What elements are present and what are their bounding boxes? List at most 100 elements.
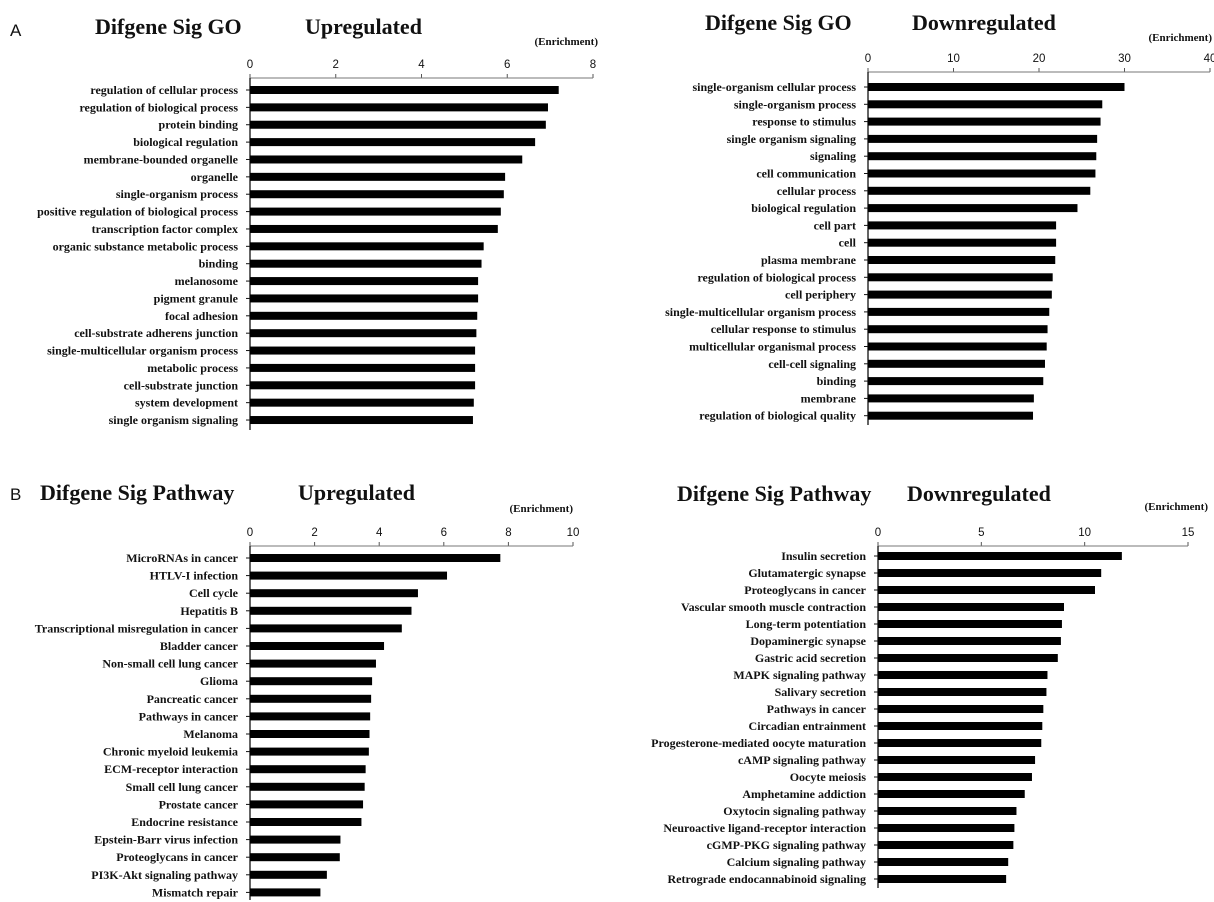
x-tick-label: 0 — [865, 53, 871, 65]
bar — [868, 377, 1044, 386]
bar — [868, 204, 1078, 213]
category-label: single-multicellular organism process — [665, 305, 856, 319]
category-label: single-multicellular organism process — [47, 344, 238, 358]
bar — [868, 169, 1096, 178]
chart-title: Difgene Sig Pathway — [677, 481, 871, 506]
x-tick-label: 10 — [947, 53, 960, 65]
category-label: cell-substrate adherens junction — [74, 326, 238, 340]
category-label: Long-term potentiation — [746, 617, 867, 631]
category-label: single organism signaling — [109, 413, 238, 427]
category-label: transcription factor complex — [92, 222, 238, 236]
category-label: cell-substrate junction — [124, 378, 239, 392]
category-label: Glioma — [200, 674, 238, 688]
bar — [868, 186, 1091, 195]
category-label: binding — [199, 257, 238, 271]
chart-subtitle: Downregulated — [907, 481, 1051, 506]
bar — [250, 172, 506, 181]
x-tick-label: 30 — [1118, 53, 1131, 65]
bar — [878, 858, 1009, 866]
category-label: Mismatch repair — [152, 885, 239, 899]
category-label: Endocrine resistance — [131, 815, 238, 829]
category-label: biological regulation — [751, 201, 856, 215]
category-label: membrane-bounded organelle — [84, 152, 239, 166]
category-label: protein binding — [159, 118, 238, 132]
bar — [250, 589, 418, 598]
x-tick-label: 0 — [247, 59, 253, 71]
category-label: single-organism process — [734, 97, 856, 111]
bar — [878, 671, 1048, 679]
bar — [868, 342, 1047, 351]
category-label: regulation of biological quality — [699, 409, 856, 423]
bar — [250, 311, 478, 320]
category-label: cellular process — [777, 184, 857, 198]
bar — [250, 103, 548, 112]
bar — [868, 273, 1053, 282]
category-label: single-organism process — [116, 187, 238, 201]
category-label: cGMP-PKG signaling pathway — [707, 838, 866, 852]
category-label: focal adhesion — [165, 309, 238, 323]
bar — [250, 381, 476, 390]
x-tick-label: 20 — [1033, 53, 1046, 65]
category-label: Dopaminergic synapse — [750, 634, 866, 648]
bar — [250, 853, 340, 862]
category-label: cell part — [814, 218, 856, 232]
category-label: Pancreatic cancer — [147, 692, 239, 706]
bar — [250, 86, 559, 94]
bar — [250, 659, 376, 668]
category-label: response to stimulus — [752, 115, 856, 129]
category-label: Oocyte meiosis — [790, 770, 867, 784]
x-tick-label: 8 — [505, 527, 511, 539]
category-label: Transcriptional misregulation in cancer — [35, 621, 239, 635]
category-label: Cell cycle — [189, 586, 239, 600]
category-label: plasma membrane — [761, 253, 857, 267]
bar — [250, 765, 366, 774]
bar — [868, 307, 1050, 316]
category-label: Neuroactive ligand-receptor interaction — [663, 821, 866, 835]
x-tick-label: 4 — [376, 527, 383, 539]
bar — [868, 152, 1097, 161]
bar — [878, 875, 1007, 883]
bar — [868, 117, 1101, 126]
bar — [250, 747, 369, 756]
bar — [250, 730, 370, 738]
x-tick-label: 40 — [1204, 53, 1214, 65]
bar — [250, 207, 501, 216]
bar — [878, 552, 1122, 560]
category-label: organelle — [191, 170, 239, 184]
bar — [868, 394, 1034, 403]
bar — [250, 835, 341, 844]
category-label: biological regulation — [133, 135, 238, 149]
bar — [878, 705, 1044, 713]
category-label: Oxytocin signaling pathway — [723, 804, 866, 818]
category-label: Salivary secretion — [775, 685, 867, 699]
x-axis-label: (Enrichment) — [1144, 501, 1208, 513]
category-label: MicroRNAs in cancer — [126, 551, 238, 565]
chart-title: Difgene Sig GO — [95, 14, 242, 39]
bar — [250, 190, 504, 199]
category-label: cell periphery — [785, 288, 856, 302]
bar — [878, 739, 1042, 747]
category-label: Pathways in cancer — [139, 709, 239, 723]
bar — [878, 654, 1058, 662]
panel-label-a: A — [10, 21, 22, 40]
x-tick-label: 2 — [311, 527, 317, 539]
bar — [250, 224, 498, 233]
bar — [250, 259, 482, 268]
bar — [878, 620, 1062, 628]
category-label: Hepatitis B — [180, 604, 238, 618]
chart-subtitle: Upregulated — [305, 14, 422, 39]
bar — [868, 221, 1057, 230]
category-label: Chronic myeloid leukemia — [103, 745, 238, 759]
category-label: Gastric acid secretion — [755, 651, 866, 665]
category-label: HTLV-I infection — [150, 569, 239, 583]
bar — [250, 554, 501, 562]
category-label: Small cell lung cancer — [126, 780, 239, 794]
x-tick-label: 2 — [333, 59, 339, 71]
category-label: cell — [839, 236, 857, 250]
bar — [868, 134, 1098, 143]
category-label: system development — [135, 396, 238, 410]
category-label: Proteoglycans in cancer — [116, 850, 238, 864]
bar — [878, 756, 1036, 764]
bar — [250, 888, 321, 897]
